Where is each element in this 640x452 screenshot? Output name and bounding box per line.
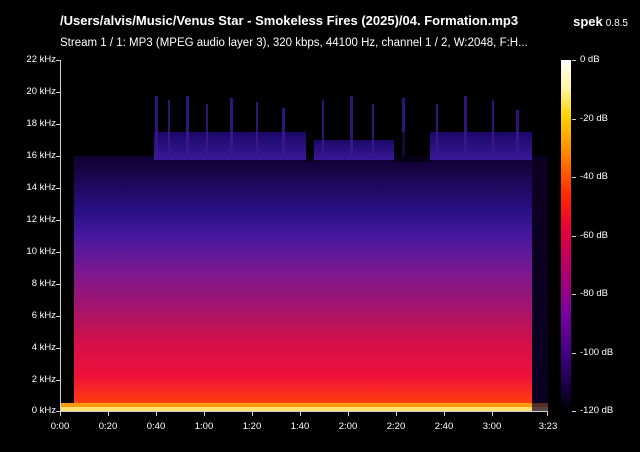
freq-tick-label: 22 kHz — [26, 54, 56, 65]
freq-tick — [56, 348, 60, 349]
time-tick-label: 0:20 — [98, 421, 118, 432]
freq-tick-label: 20 kHz — [26, 86, 56, 97]
db-tick-label: -20 dB — [580, 113, 608, 124]
time-tick — [547, 412, 548, 416]
app-name: spek — [573, 14, 603, 29]
freq-tick-label: 16 kHz — [26, 150, 56, 161]
db-tick — [572, 353, 576, 354]
freq-tick — [56, 411, 60, 412]
freq-tick — [56, 220, 60, 221]
time-tick-label: 2:00 — [338, 421, 358, 432]
db-tick — [572, 177, 576, 178]
time-tick-label: 1:00 — [194, 421, 214, 432]
time-tick-label: 2:40 — [434, 421, 454, 432]
freq-tick-label: 10 kHz — [26, 246, 56, 257]
db-tick-label: -60 dB — [580, 230, 608, 241]
db-tick-label: -120 dB — [580, 405, 614, 416]
app-version: 0.8.5 — [605, 18, 628, 29]
spectrogram-image — [60, 96, 548, 412]
db-tick — [572, 294, 576, 295]
freq-tick-label: 8 kHz — [31, 278, 56, 289]
time-tick — [444, 412, 445, 416]
freq-tick — [56, 156, 60, 157]
stream-info: Stream 1 / 1: MP3 (MPEG audio layer 3), … — [60, 37, 528, 49]
time-tick-label: 2:20 — [386, 421, 406, 432]
time-tick — [396, 412, 397, 416]
freq-tick-label: 2 kHz — [31, 374, 56, 385]
time-tick-label: 3:23 — [538, 421, 558, 432]
freq-tick-label: 18 kHz — [26, 118, 56, 129]
freq-tick-label: 12 kHz — [26, 214, 56, 225]
time-tick — [156, 412, 157, 416]
db-tick — [572, 60, 576, 61]
freq-tick — [56, 188, 60, 189]
db-tick-label: -40 dB — [580, 171, 608, 182]
spectrogram-plot[interactable] — [60, 60, 548, 412]
time-tick — [60, 412, 61, 416]
freq-tick-label: 0 kHz — [31, 405, 56, 416]
time-tick — [348, 412, 349, 416]
time-tick — [252, 412, 253, 416]
freq-tick — [56, 284, 60, 285]
time-tick — [492, 412, 493, 416]
time-tick-label: 3:00 — [482, 421, 502, 432]
time-tick-label: 1:20 — [242, 421, 262, 432]
db-color-scale — [561, 60, 571, 412]
freq-tick-label: 6 kHz — [31, 310, 56, 321]
time-tick — [204, 412, 205, 416]
db-tick — [572, 411, 576, 412]
freq-tick — [56, 60, 60, 61]
time-tick — [300, 412, 301, 416]
freq-tick — [56, 92, 60, 93]
db-tick — [572, 119, 576, 120]
db-tick — [572, 236, 576, 237]
freq-tick — [56, 124, 60, 125]
db-tick-label: -100 dB — [580, 347, 614, 358]
freq-tick — [56, 316, 60, 317]
app-label: spek 0.8.5 — [573, 13, 628, 31]
db-tick-label: 0 dB — [580, 54, 600, 65]
file-title: /Users/alvis/Music/Venus Star - Smokeles… — [60, 13, 519, 28]
time-tick — [108, 412, 109, 416]
time-tick-label: 0:00 — [50, 421, 70, 432]
time-tick-label: 1:40 — [290, 421, 310, 432]
time-tick-label: 0:40 — [146, 421, 166, 432]
freq-tick-label: 14 kHz — [26, 182, 56, 193]
freq-tick — [56, 380, 60, 381]
freq-tick — [56, 252, 60, 253]
freq-tick-label: 4 kHz — [31, 342, 56, 353]
db-tick-label: -80 dB — [580, 288, 608, 299]
